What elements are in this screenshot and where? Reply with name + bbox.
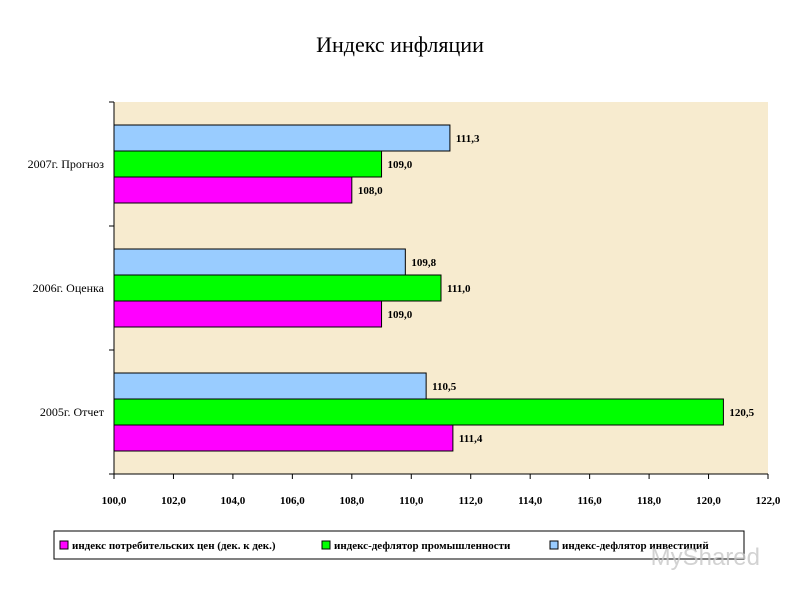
- x-tick-label: 114,0: [518, 495, 543, 507]
- bar-industrial: [113, 150, 383, 178]
- data-label: 120,5: [729, 407, 754, 419]
- data-label: 109,0: [388, 309, 413, 321]
- bar-investment: [113, 124, 451, 152]
- legend-item-investment-label: индекс-дефлятор инвестиций: [562, 540, 709, 552]
- x-tick-label: 110,0: [399, 495, 424, 507]
- x-tick-label: 120,0: [696, 495, 721, 507]
- x-tick-label: 102,0: [161, 495, 186, 507]
- bar-cpi: [113, 176, 353, 204]
- x-tick-label: 116,0: [578, 495, 603, 507]
- data-label: 109,8: [411, 257, 436, 269]
- legend-item-cpi-swatch: [59, 540, 69, 550]
- chart-title: Индекс инфляции: [316, 32, 484, 57]
- data-label: 108,0: [358, 185, 383, 197]
- category-label: 2006г. Оценка: [33, 281, 105, 295]
- x-tick-label: 108,0: [339, 495, 364, 507]
- bar-cpi: [113, 424, 454, 452]
- bar-industrial: [113, 274, 442, 302]
- bar-investment: [113, 248, 406, 276]
- bar-industrial: [113, 398, 724, 426]
- data-label: 111,3: [456, 133, 480, 145]
- x-tick-label: 118,0: [637, 495, 662, 507]
- legend-item-investment-swatch: [549, 540, 559, 550]
- legend-item-industrial-label: индекс-дефлятор промышленности: [334, 540, 511, 552]
- category-label: 2005г. Отчет: [40, 405, 105, 419]
- legend-item-industrial-swatch: [321, 540, 331, 550]
- data-label: 109,0: [388, 159, 413, 171]
- x-tick-label: 122,0: [756, 495, 781, 507]
- legend-box: [53, 530, 745, 560]
- watermark-text: MyShared: [650, 544, 760, 571]
- bar-investment: [113, 372, 427, 400]
- x-tick-label: 112,0: [459, 495, 484, 507]
- data-label: 110,5: [432, 381, 457, 393]
- data-label: 111,0: [447, 283, 471, 295]
- bar-cpi: [113, 300, 383, 328]
- x-tick-label: 100,0: [102, 495, 127, 507]
- x-tick-label: 104,0: [221, 495, 246, 507]
- category-label: 2007г. Прогноз: [28, 157, 105, 171]
- data-label: 111,4: [459, 433, 483, 445]
- legend-item-cpi-label: индекс потребительских цен (дек. к дек.): [72, 540, 276, 552]
- x-tick-label: 106,0: [280, 495, 305, 507]
